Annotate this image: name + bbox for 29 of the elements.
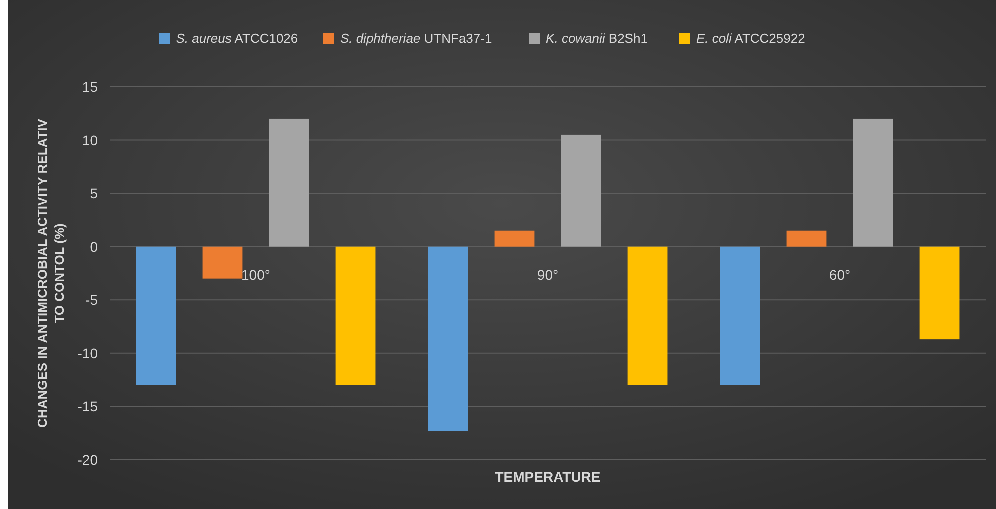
x-tick-label: 100°	[242, 266, 270, 283]
bar	[720, 246, 760, 386]
x-tick-label: 60°	[829, 266, 851, 283]
bar	[202, 246, 243, 279]
bar	[628, 246, 668, 386]
bar	[494, 230, 535, 247]
x-axis-title: TEMPERATURE	[495, 469, 601, 485]
bar	[920, 246, 960, 340]
y-tick-label: 0	[90, 238, 98, 255]
legend-label: E. coli ATCC25922	[696, 31, 806, 46]
bar	[786, 230, 827, 247]
y-tick-label: -20	[78, 452, 98, 468]
y-axis-title: CHANGES IN ANTIMICROBIAL ACTIVITY RELATIV TO CONTOL (%)	[35, 118, 67, 428]
y-tick-label: -15	[78, 398, 98, 415]
bar	[269, 118, 310, 247]
y-tick-label: 10	[82, 132, 98, 148]
y-tick-label: -10	[78, 345, 98, 362]
bar	[428, 246, 468, 432]
y-tick-label: 15	[82, 79, 98, 95]
legend-label: K. cowanii B2Sh1	[546, 31, 648, 46]
y-tick-label: 5	[90, 186, 98, 202]
bar	[136, 246, 176, 386]
bar	[561, 134, 602, 247]
y-tick-label: -5	[86, 292, 98, 308]
legend-label: S. aureus ATCC1026	[176, 31, 298, 46]
legend-label: S. diphtheriae UTNFa37-1	[340, 31, 492, 46]
x-tick-label: 90°	[537, 266, 559, 283]
bar	[336, 246, 376, 386]
bar	[853, 118, 894, 247]
